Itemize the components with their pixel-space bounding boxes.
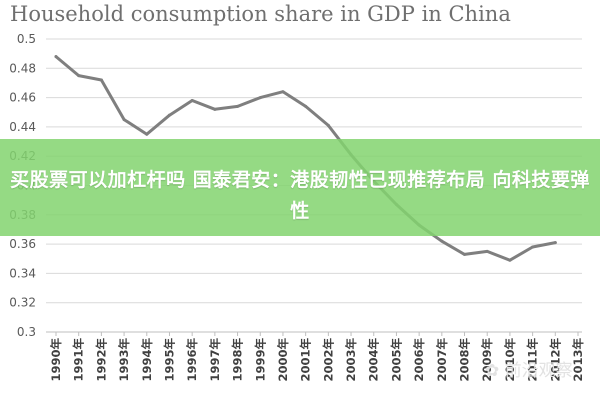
data-point [54, 55, 58, 59]
x-tick-label: 1990年 [49, 338, 63, 382]
x-tick-label: 2009年 [480, 338, 494, 382]
y-tick-label: 0.3 [17, 325, 36, 339]
x-tick-label: 1996年 [185, 338, 199, 382]
data-point [190, 99, 194, 103]
x-tick-label: 2013年 [571, 338, 585, 382]
overlay-banner: 买股票可以加杠杆吗 国泰君安：港股韧性已现推荐布局 向科技要弹性 [0, 139, 600, 236]
x-tick-label: 2006年 [412, 338, 426, 382]
data-point [145, 132, 149, 136]
x-tick-label: 2001年 [299, 338, 313, 382]
banner-text: 买股票可以加杠杆吗 国泰君安：港股韧性已现推荐布局 向科技要弹性 [10, 169, 590, 222]
x-tick-label: 1992年 [94, 338, 108, 382]
data-point [281, 90, 285, 94]
y-tick-label: 0.48 [9, 61, 36, 75]
y-tick-label: 0.5 [17, 32, 36, 46]
x-tick-label: 2003年 [344, 338, 358, 382]
data-point [258, 96, 262, 100]
y-tick-label: 0.46 [9, 91, 36, 105]
x-tick-label: 2004年 [367, 338, 381, 382]
data-point [553, 241, 557, 245]
data-point [304, 104, 308, 108]
data-point [167, 113, 171, 117]
x-tick-label: 2002年 [321, 338, 335, 382]
x-tick-label: 1999年 [253, 338, 267, 382]
y-tick-label: 0.34 [9, 266, 36, 280]
x-tick-label: 2007年 [435, 338, 449, 382]
data-point [236, 104, 240, 108]
data-point [326, 123, 330, 127]
y-tick-label: 0.36 [9, 237, 36, 251]
x-tick-label: 1991年 [72, 338, 86, 382]
data-point [463, 252, 467, 256]
watermark: ✿ 前沿观察 [485, 361, 573, 381]
x-tick-label: 2011年 [526, 338, 540, 382]
data-point [122, 118, 126, 122]
data-point [213, 107, 217, 111]
y-tick-label: 0.32 [9, 296, 36, 310]
x-tick-label: 1997年 [208, 338, 222, 382]
x-tick-label: 2005年 [389, 338, 403, 382]
x-tick-label: 1994年 [140, 338, 154, 382]
x-tick-label: 2012年 [548, 338, 562, 382]
data-point [77, 74, 81, 78]
x-tick-label: 2010年 [503, 338, 517, 382]
data-point [99, 78, 103, 82]
x-tick-label: 1998年 [231, 338, 245, 382]
chart-title: Household consumption share in GDP in Ch… [10, 2, 511, 26]
x-tick-label: 2008年 [458, 338, 472, 382]
x-tick-label: 1993年 [117, 338, 131, 382]
data-point [508, 258, 512, 262]
data-point [440, 239, 444, 243]
data-point [531, 245, 535, 249]
y-tick-label: 0.44 [9, 120, 36, 134]
data-point [485, 249, 489, 253]
x-tick-label: 2000年 [276, 338, 290, 382]
x-tick-label: 1995年 [162, 338, 176, 382]
